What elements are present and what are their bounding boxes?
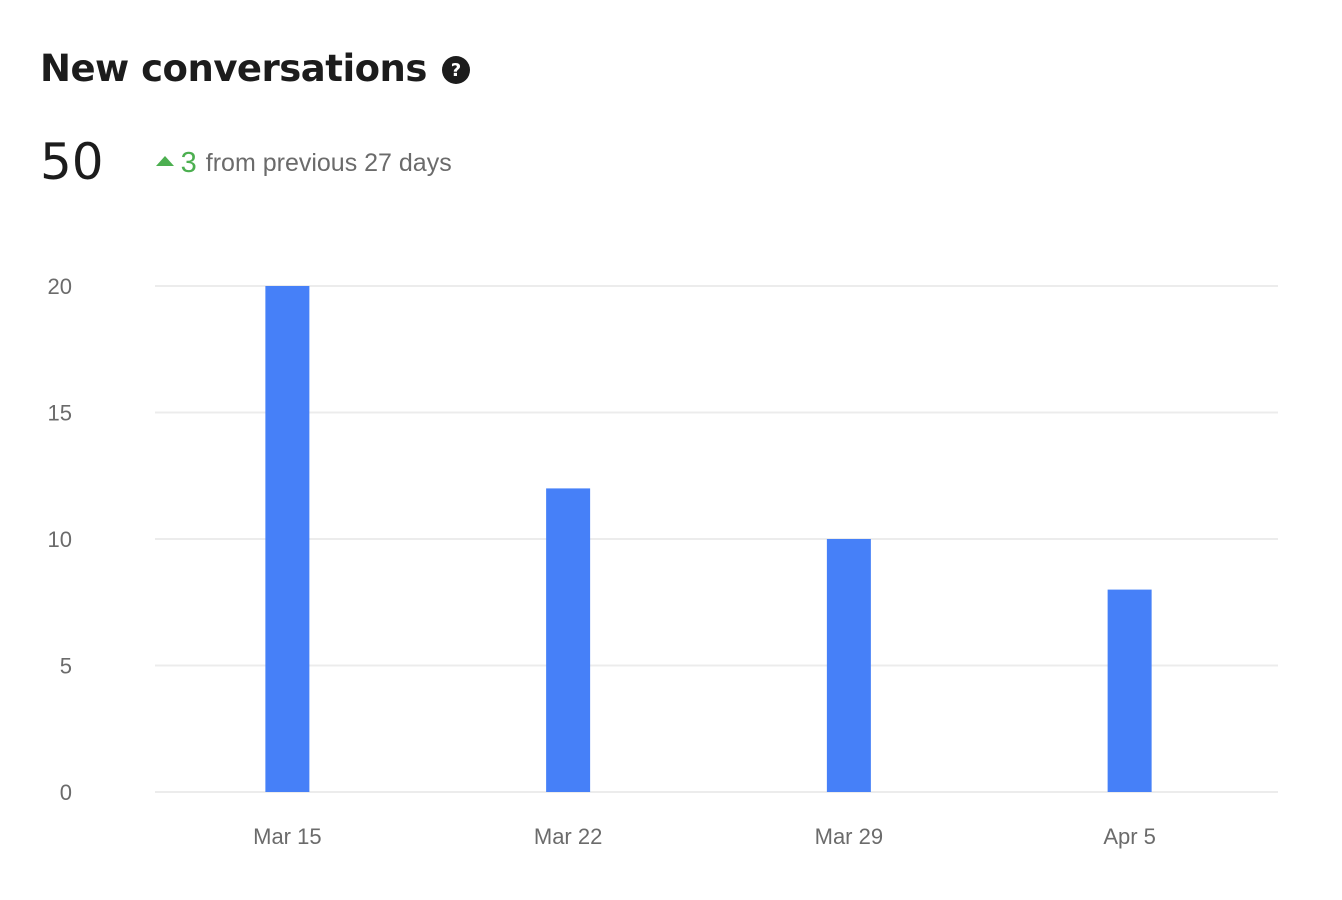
x-tick-label: Apr 5 [1103, 824, 1156, 849]
x-tick-label: Mar 15 [253, 824, 321, 849]
bars [265, 286, 1152, 792]
y-tick-label: 15 [48, 401, 72, 426]
x-tick-label: Mar 22 [534, 824, 602, 849]
y-tick-label: 10 [48, 527, 72, 552]
x-tick-label: Mar 29 [815, 824, 883, 849]
x-axis-ticks: Mar 15 Mar 22 Mar 29 Apr 5 [253, 824, 1156, 849]
y-axis-ticks: 0 5 10 15 20 [48, 274, 72, 805]
bar[interactable] [265, 286, 310, 792]
y-tick-label: 5 [60, 654, 72, 679]
bar[interactable] [826, 539, 871, 792]
delta-text: from previous 27 days [205, 148, 452, 177]
chart-title: New conversations [40, 46, 427, 90]
bar[interactable] [1107, 589, 1152, 792]
bar[interactable] [546, 488, 591, 792]
metric-row: 50 3 from previous 27 days [40, 132, 452, 192]
metric-value: 50 [40, 133, 104, 191]
y-tick-label: 20 [48, 274, 72, 299]
question-circle-icon[interactable]: ? [441, 56, 470, 84]
title-row: New conversations ? [40, 40, 470, 96]
gridlines [155, 285, 1278, 793]
triangle-up-icon [155, 156, 174, 166]
y-tick-label: 0 [60, 780, 72, 805]
delta-indicator: 3 from previous 27 days [155, 146, 452, 180]
delta-value: 3 [180, 146, 197, 179]
